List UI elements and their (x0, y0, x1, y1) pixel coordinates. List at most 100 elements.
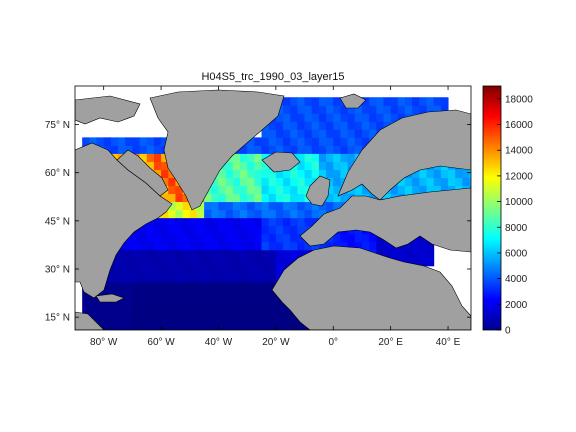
field-cell (139, 313, 148, 323)
field-cell (168, 289, 176, 299)
field-cell (333, 161, 341, 170)
field-cell (168, 209, 176, 219)
colorbar-tick-label: 18000 (505, 94, 533, 105)
field-cell (196, 305, 205, 315)
field-cell (405, 185, 413, 195)
field-cell (247, 217, 255, 227)
field-cell (240, 185, 248, 195)
field-cell (110, 145, 119, 154)
field-cell (261, 297, 270, 307)
field-cell (196, 233, 205, 243)
field-cell (333, 113, 341, 122)
field-cell (254, 321, 263, 330)
field-cell (283, 201, 291, 211)
field-cell (146, 305, 155, 315)
field-cell (139, 153, 148, 162)
field-cell (182, 209, 191, 219)
field-cell (412, 105, 420, 114)
field-cell (153, 289, 162, 299)
field-cell (297, 105, 306, 114)
field-cell (211, 313, 219, 323)
field-cell (211, 185, 219, 195)
field-cell (275, 265, 284, 275)
field-cell (110, 281, 119, 291)
field-cell (161, 137, 169, 146)
y-tick-label: 45° N (45, 216, 70, 227)
field-cell (218, 265, 227, 275)
field-cell (268, 185, 277, 195)
field-cell (247, 297, 255, 307)
field-cell (240, 241, 248, 251)
field-cell (268, 201, 277, 211)
field-cell (218, 209, 227, 219)
field-cell (340, 129, 349, 138)
field-cell (254, 201, 263, 211)
field-cell (275, 201, 284, 211)
field-cell (153, 241, 162, 251)
colorbar-tick-label: 10000 (505, 197, 533, 208)
field-cell (247, 265, 255, 275)
field-cell (153, 305, 162, 315)
field-cell (326, 201, 334, 211)
field-cell (110, 265, 119, 275)
field-cell (168, 233, 176, 243)
field-cell (283, 249, 291, 259)
field-cell (161, 297, 169, 307)
field-cell (247, 289, 255, 299)
field-cell (376, 113, 384, 122)
field-cell (261, 305, 270, 315)
field-cell (275, 257, 284, 267)
land-europe (299, 187, 471, 253)
field-cell (189, 249, 198, 259)
field-cell (304, 121, 313, 130)
field-cell (290, 225, 298, 235)
field-cell (440, 185, 449, 195)
field-cell (110, 313, 119, 323)
field-cell (333, 193, 341, 203)
field-cell (261, 281, 270, 291)
field-cell (225, 201, 234, 211)
y-tick-label: 15° N (45, 313, 70, 324)
field-cell (311, 137, 320, 146)
field-cell (304, 209, 313, 219)
field-cell (283, 225, 291, 235)
field-cell (211, 297, 219, 307)
field-cell (268, 225, 277, 235)
field-cell (440, 169, 449, 178)
field-cell (426, 185, 435, 195)
field-cell (161, 233, 169, 243)
field-cell (182, 297, 191, 307)
field-cell (182, 233, 191, 243)
field-cell (283, 129, 291, 138)
field-cell (168, 321, 176, 330)
field-cell (326, 161, 334, 170)
field-cell (211, 177, 219, 187)
field-cell (204, 201, 212, 211)
field-cell (247, 185, 255, 195)
field-cell (311, 161, 320, 170)
field-cell (247, 249, 255, 259)
field-cell (290, 241, 298, 251)
field-cell (419, 97, 428, 106)
field-cell (412, 177, 420, 187)
field-cell (397, 97, 406, 106)
field-cell (283, 313, 291, 323)
field-cell (110, 137, 119, 146)
field-cell (275, 137, 284, 146)
field-cell (161, 289, 169, 299)
field-cell (125, 249, 133, 259)
field-cell (383, 241, 392, 251)
field-cell (326, 105, 334, 114)
field-cell (333, 145, 341, 154)
field-cell (318, 129, 327, 138)
field-cell (290, 249, 298, 259)
field-cell (146, 241, 155, 251)
field-cell (232, 249, 241, 259)
field-cell (361, 137, 370, 146)
field-cell (254, 225, 263, 235)
field-cell (132, 233, 141, 243)
field-cell (125, 321, 133, 330)
field-cell (196, 249, 205, 259)
field-cell (139, 265, 148, 275)
field-cell (146, 281, 155, 291)
